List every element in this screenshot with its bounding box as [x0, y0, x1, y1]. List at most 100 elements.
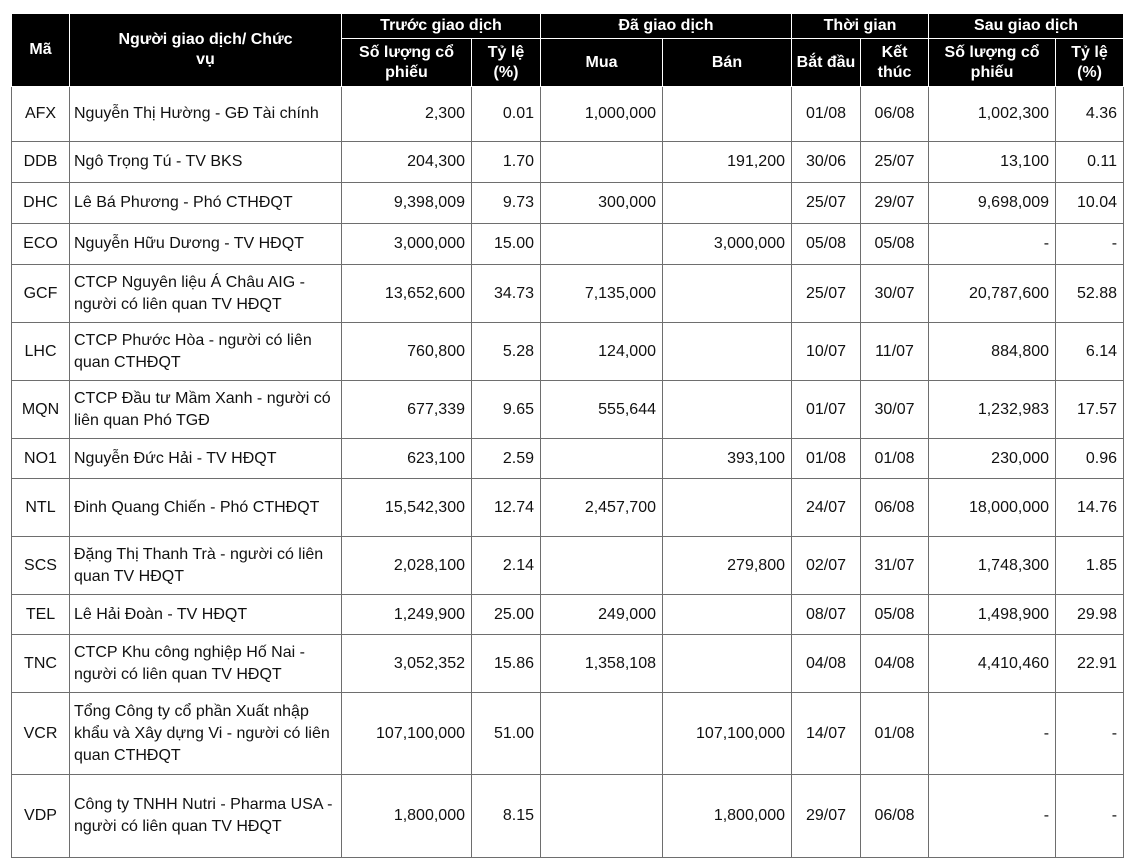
- cell-so-luong-sau: 20,787,600: [928, 264, 1057, 323]
- cell-mua: [540, 774, 663, 858]
- cell-ty-le-truoc: 15.86: [471, 634, 541, 693]
- cell-ket-thuc: 06/08: [859, 478, 930, 537]
- cell-ty-le-sau: 4.36: [1055, 86, 1125, 142]
- table-row: AFX Nguyễn Thị Hường - GĐ Tài chính 2,300 0…: [11, 86, 1125, 142]
- cell-ty-le-truoc: 34.73: [471, 264, 541, 323]
- table-row: VDP Công ty TNHH Nutri - Pharma USA - ngư…: [11, 774, 1125, 858]
- cell-ban: [662, 380, 792, 439]
- cell-ma: TEL: [11, 594, 70, 635]
- table-row: NTL Đinh Quang Chiến - Phó CTHĐQT 15,542,3…: [11, 478, 1125, 537]
- cell-ban: [662, 264, 792, 323]
- cell-so-luong-sau: -: [928, 774, 1057, 858]
- table-row: SCS Đặng Thị Thanh Trà - người có liên qu…: [11, 536, 1125, 595]
- cell-nguoi-giao-dich: Công ty TNHH Nutri - Pharma USA - người …: [69, 774, 342, 858]
- cell-ty-le-truoc: 15.00: [471, 223, 541, 265]
- cell-nguoi-giao-dich: Tổng Công ty cổ phần Xuất nhập khẩu và X…: [69, 692, 342, 775]
- header-ket-thuc: Kết thúc: [859, 38, 930, 87]
- cell-so-luong-sau: 1,232,983: [928, 380, 1057, 439]
- cell-ty-le-truoc: 9.73: [471, 182, 541, 224]
- cell-so-luong-sau: 1,748,300: [928, 536, 1057, 595]
- header-nguoi-giao-dich: Người giao dịch/ Chức vụ: [69, 13, 342, 87]
- cell-ty-le-truoc: 25.00: [471, 594, 541, 635]
- cell-bat-dau: 01/08: [791, 86, 861, 142]
- header-ma: Mã: [11, 13, 70, 87]
- cell-ket-thuc: 25/07: [859, 141, 930, 183]
- cell-mua: [540, 692, 663, 775]
- table-body: AFX Nguyễn Thị Hường - GĐ Tài chính 2,300 0…: [11, 86, 1125, 858]
- cell-ket-thuc: 11/07: [859, 322, 930, 381]
- cell-ket-thuc: 06/08: [859, 774, 930, 858]
- cell-bat-dau: 08/07: [791, 594, 861, 635]
- cell-ty-le-sau: -: [1055, 774, 1125, 858]
- cell-ma: ECO: [11, 223, 70, 265]
- cell-so-luong-truoc: 3,000,000: [341, 223, 472, 265]
- cell-mua: [540, 438, 663, 479]
- cell-ty-le-sau: 0.96: [1055, 438, 1125, 479]
- cell-so-luong-sau: 884,800: [928, 322, 1057, 381]
- cell-ma: VDP: [11, 774, 70, 858]
- cell-ty-le-sau: 22.91: [1055, 634, 1125, 693]
- cell-ty-le-sau: 29.98: [1055, 594, 1125, 635]
- cell-nguoi-giao-dich: Nguyễn Đức Hải - TV HĐQT: [69, 438, 342, 479]
- cell-ket-thuc: 04/08: [859, 634, 930, 693]
- cell-nguoi-giao-dich: Ngô Trọng Tú - TV BKS: [69, 141, 342, 183]
- cell-so-luong-truoc: 3,052,352: [341, 634, 472, 693]
- insider-trading-table: Mã Người giao dịch/ Chức vụ Trước giao d…: [11, 13, 1125, 858]
- cell-ban: 191,200: [662, 141, 792, 183]
- cell-so-luong-truoc: 2,028,100: [341, 536, 472, 595]
- cell-ma: DHC: [11, 182, 70, 224]
- cell-bat-dau: 14/07: [791, 692, 861, 775]
- cell-bat-dau: 25/07: [791, 264, 861, 323]
- cell-mua: 555,644: [540, 380, 663, 439]
- table-row: LHC CTCP Phước Hòa - người có liên quan C…: [11, 322, 1125, 381]
- cell-so-luong-truoc: 2,300: [341, 86, 472, 142]
- cell-ma: TNC: [11, 634, 70, 693]
- cell-so-luong-sau: 1,498,900: [928, 594, 1057, 635]
- cell-ma: VCR: [11, 692, 70, 775]
- cell-ty-le-truoc: 1.70: [471, 141, 541, 183]
- cell-mua: 300,000: [540, 182, 663, 224]
- cell-nguoi-giao-dich: CTCP Phước Hòa - người có liên quan CTHĐ…: [69, 322, 342, 381]
- cell-ma: AFX: [11, 86, 70, 142]
- cell-ty-le-truoc: 12.74: [471, 478, 541, 537]
- cell-ma: NO1: [11, 438, 70, 479]
- cell-ty-le-truoc: 8.15: [471, 774, 541, 858]
- header-mua: Mua: [540, 38, 663, 87]
- cell-mua: 2,457,700: [540, 478, 663, 537]
- header-ban: Bán: [662, 38, 792, 87]
- table-row: ECO Nguyễn Hữu Dương - TV HĐQT 3,000,000 15…: [11, 223, 1125, 265]
- cell-so-luong-truoc: 623,100: [341, 438, 472, 479]
- cell-ty-le-sau: 1.85: [1055, 536, 1125, 595]
- cell-ket-thuc: 01/08: [859, 692, 930, 775]
- header-ty-le-sau: Tỷ lệ (%): [1055, 38, 1125, 87]
- cell-ty-le-sau: 52.88: [1055, 264, 1125, 323]
- cell-ban: 3,000,000: [662, 223, 792, 265]
- cell-so-luong-truoc: 1,249,900: [341, 594, 472, 635]
- cell-so-luong-sau: 9,698,009: [928, 182, 1057, 224]
- cell-ban: 1,800,000: [662, 774, 792, 858]
- header-thoi-gian: Thời gian: [790, 13, 930, 39]
- cell-so-luong-truoc: 15,542,300: [341, 478, 472, 537]
- cell-mua: [540, 223, 663, 265]
- cell-so-luong-truoc: 9,398,009: [341, 182, 472, 224]
- cell-ty-le-sau: 10.04: [1055, 182, 1125, 224]
- cell-ket-thuc: 01/08: [859, 438, 930, 479]
- table-row: VCR Tổng Công ty cổ phần Xuất nhập khẩu v…: [11, 692, 1125, 775]
- cell-ket-thuc: 06/08: [859, 86, 930, 142]
- cell-mua: [540, 141, 663, 183]
- cell-bat-dau: 05/08: [791, 223, 861, 265]
- cell-nguoi-giao-dich: CTCP Nguyên liệu Á Châu AIG - người có l…: [69, 264, 342, 323]
- table-row: MQN CTCP Đầu tư Mầm Xanh - người có liên …: [11, 380, 1125, 439]
- cell-nguoi-giao-dich: CTCP Khu công nghiệp Hố Nai - người có l…: [69, 634, 342, 693]
- cell-so-luong-sau: -: [928, 692, 1057, 775]
- cell-nguoi-giao-dich: CTCP Đầu tư Mầm Xanh - người có liên qua…: [69, 380, 342, 439]
- cell-so-luong-truoc: 760,800: [341, 322, 472, 381]
- cell-mua: 7,135,000: [540, 264, 663, 323]
- table-row: DDB Ngô Trọng Tú - TV BKS 204,300 1.70 191,2…: [11, 141, 1125, 183]
- cell-bat-dau: 04/08: [791, 634, 861, 693]
- cell-so-luong-truoc: 677,339: [341, 380, 472, 439]
- table-row: GCF CTCP Nguyên liệu Á Châu AIG - người c…: [11, 264, 1125, 323]
- cell-ty-le-truoc: 5.28: [471, 322, 541, 381]
- cell-mua: [540, 536, 663, 595]
- cell-ket-thuc: 05/08: [859, 223, 930, 265]
